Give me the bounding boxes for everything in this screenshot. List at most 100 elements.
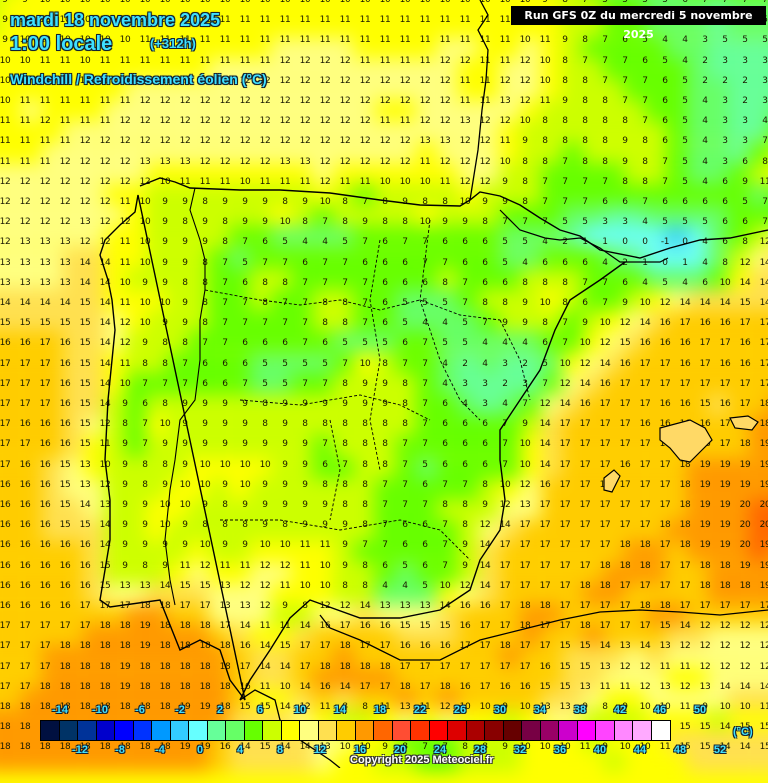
grid-value: 8 <box>362 702 368 712</box>
grid-value: 12 <box>19 217 31 228</box>
grid-value: 11 <box>79 116 91 127</box>
grid-value: 11 <box>139 15 151 26</box>
grid-value: 9 <box>562 96 568 106</box>
forecast-lead-time: (+312h) <box>150 36 196 51</box>
grid-value: 17 <box>719 338 731 349</box>
grid-value: 7 <box>322 257 328 268</box>
grid-value: 11 <box>279 15 291 26</box>
grid-value: 7 <box>302 378 308 389</box>
grid-value: 10 <box>19 35 31 46</box>
grid-value: 5 <box>682 156 688 167</box>
grid-value: 19 <box>119 661 131 672</box>
grid-value: 9 <box>602 742 608 753</box>
grid-value: 17 <box>0 621 11 632</box>
grid-value: 13 <box>39 257 51 268</box>
grid-value: 7 <box>142 378 148 389</box>
grid-value: 6 <box>202 358 208 369</box>
grid-value: 2 <box>722 75 728 86</box>
grid-value: 12 <box>379 75 391 86</box>
grid-value: 8 <box>162 358 168 369</box>
grid-value: 11 <box>419 35 431 46</box>
grid-value: 14 <box>99 358 111 369</box>
grid-value: 8 <box>722 257 728 268</box>
grid-value: 5 <box>722 35 728 46</box>
grid-value: 14 <box>719 742 731 753</box>
grid-value: 16 <box>459 681 471 692</box>
grid-value: 11 <box>499 15 511 26</box>
grid-value: 13 <box>19 257 31 268</box>
grid-value: 13 <box>399 702 411 712</box>
grid-value: 17 <box>599 419 611 430</box>
grid-value: 17 <box>19 661 31 672</box>
grid-value: 18 <box>579 580 591 591</box>
grid-value: 15 <box>539 681 551 692</box>
grid-value: 4 <box>682 35 688 46</box>
grid-value: 13 <box>79 459 91 470</box>
grid-value: 13 <box>99 500 111 510</box>
grid-value: 19 <box>139 621 151 632</box>
grid-value: 16 <box>39 500 51 510</box>
grid-value: 17 <box>479 621 491 632</box>
grid-value: 7 <box>582 176 588 187</box>
grid-value: 12 <box>99 176 111 187</box>
colorbar-swatch <box>522 721 541 740</box>
grid-value: 18 <box>579 621 591 632</box>
grid-value: 12 <box>59 156 71 167</box>
grid-value: 18 <box>39 681 51 692</box>
grid-value: 16 <box>719 318 731 329</box>
colorbar-tick-label: 24 <box>433 744 447 756</box>
grid-value: 8 <box>482 217 488 228</box>
grid-value: 7 <box>442 257 448 268</box>
grid-value: 17 <box>519 661 531 672</box>
grid-value: 9 <box>302 479 308 490</box>
grid-value: 12 <box>399 75 411 86</box>
grid-value: 11 <box>419 15 431 26</box>
copyright-notice: Copyright 2025 Meteociel.fr <box>350 754 494 766</box>
grid-value: 12 <box>259 601 271 611</box>
model-run-label: Run GFS 0Z du mercredi 5 novembre 2025 <box>511 6 766 41</box>
grid-value: 10 <box>139 197 151 207</box>
grid-value: 12 <box>239 580 251 591</box>
grid-value: 12 <box>679 681 691 692</box>
grid-value: 12 <box>99 156 111 167</box>
grid-value: 17 <box>19 439 31 450</box>
grid-value: 9 <box>202 399 208 409</box>
grid-value: 9 <box>242 399 248 409</box>
grid-value: 11 <box>399 15 411 26</box>
colorbar-tick-label: 34 <box>533 704 547 716</box>
grid-value: 14 <box>99 318 111 329</box>
grid-value: 12 <box>139 176 151 187</box>
grid-value: 9 <box>462 217 468 228</box>
grid-value: 9 <box>622 702 628 712</box>
grid-value: 11 <box>259 35 271 46</box>
colorbar-swatch <box>411 721 430 740</box>
grid-value: 10 <box>599 318 611 329</box>
grid-value: 13 <box>239 601 251 611</box>
grid-value: 7 <box>442 520 448 531</box>
grid-value: 20 <box>739 500 751 510</box>
grid-value: 13 <box>559 702 571 712</box>
grid-value: 16 <box>599 378 611 389</box>
grid-value: 11 <box>39 136 51 147</box>
grid-value: 17 <box>39 378 51 389</box>
grid-value: 7 <box>502 459 508 470</box>
grid-value: 11 <box>299 15 311 26</box>
grid-value: 3 <box>762 55 768 66</box>
grid-value: 14 <box>19 298 31 308</box>
grid-value: 18 <box>679 520 691 531</box>
grid-value: 13 <box>79 217 91 228</box>
grid-value: 10 <box>559 742 571 753</box>
grid-value: 16 <box>0 479 11 490</box>
grid-value: 15 <box>699 722 711 733</box>
grid-value: 10 <box>139 237 151 248</box>
colorbar-swatch <box>152 721 171 740</box>
grid-value: 15 <box>79 338 91 349</box>
grid-value: 11 <box>219 15 231 26</box>
grid-value: 10 <box>539 75 551 86</box>
grid-value: 6 <box>242 277 248 288</box>
colorbar-swatch <box>651 721 670 740</box>
grid-value: 3 <box>722 55 728 66</box>
grid-value: 6 <box>422 560 428 571</box>
grid-value: 12 <box>259 560 271 571</box>
grid-value: 8 <box>542 277 548 288</box>
